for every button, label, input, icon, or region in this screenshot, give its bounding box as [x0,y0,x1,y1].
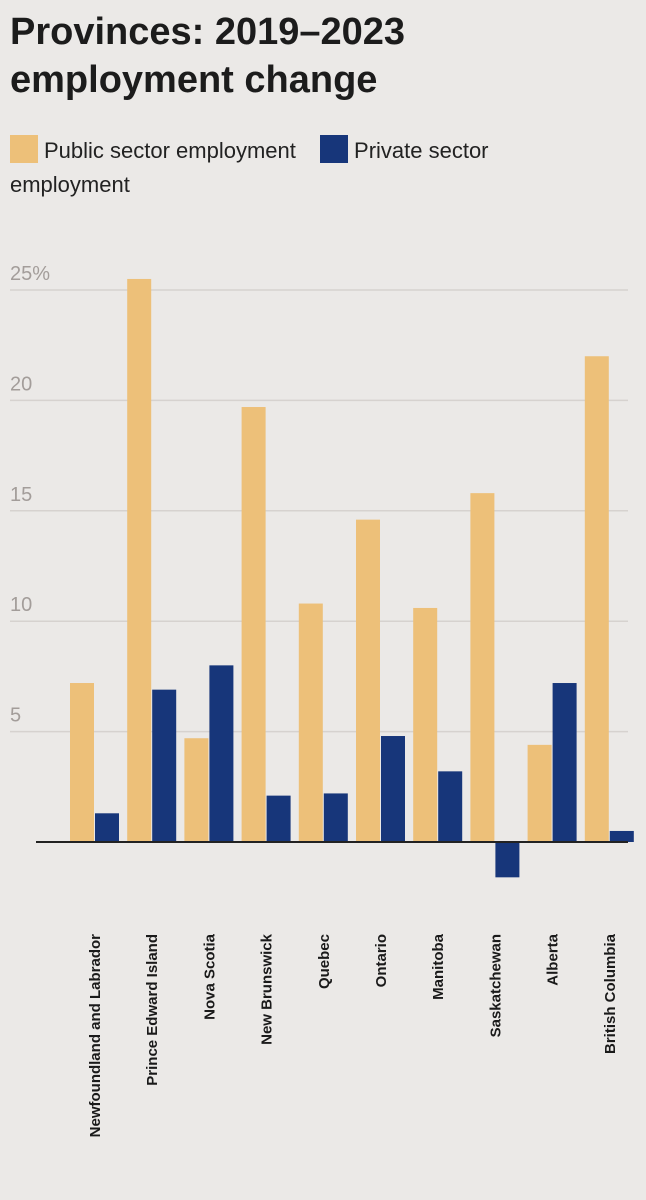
x-tick-label-8: Alberta [545,933,562,985]
x-tick-label-9: British Columbia [602,933,619,1054]
legend-swatch-public [10,135,38,163]
bar-public-7 [470,493,495,842]
bar-public-5 [356,519,380,842]
bar-public-8 [527,744,552,842]
y-tick-label-25: 25% [10,263,50,285]
bar-public-4 [298,603,323,842]
legend: Public sector employment Private sector … [10,134,610,202]
bar-private-5 [381,736,405,842]
x-tick-label-0: Newfoundland and Labrador [87,934,104,1137]
y-tick-label-20: 20 [10,373,32,395]
bar-private-2 [209,665,234,842]
legend-item-public: Public sector employment [10,135,296,163]
legend-label-public: Public sector employment [44,138,296,163]
legend-swatch-private [320,135,349,163]
y-tick-label-15: 15 [10,484,32,506]
bar-private-8 [552,683,577,842]
bar-private-0 [95,813,119,842]
bar-private-7 [495,842,520,878]
chart-title: Provinces: 2019–2023 employment change [10,11,406,101]
bar-private-6 [438,771,463,842]
bar-public-1 [127,278,152,843]
bar-public-9 [584,356,609,842]
bar-public-2 [184,738,209,842]
bar-public-6 [413,607,438,842]
y-tick-label-5: 5 [10,705,21,727]
bar-public-0 [70,683,94,842]
bar-private-1 [152,689,177,842]
bar-private-4 [323,793,348,842]
x-tick-label-4: Quebec [316,934,333,989]
legend-item-private: Private sector employment [10,135,489,197]
x-tick-label-6: Manitoba [430,933,447,999]
bar-private-3 [266,795,291,842]
x-tick-label-7: Saskatchewan [487,934,504,1037]
y-tick-label-10: 10 [10,594,32,616]
x-tick-label-3: New Brunswick [259,933,276,1045]
bar-private-9 [609,830,634,842]
bar-public-3 [241,407,266,842]
x-tick-label-2: Nova Scotia [201,933,218,1020]
x-tick-label-1: Prince Edward Island [144,934,161,1086]
x-tick-label-5: Ontario [373,934,390,987]
legend-label-private: Private sector employment [10,138,489,197]
